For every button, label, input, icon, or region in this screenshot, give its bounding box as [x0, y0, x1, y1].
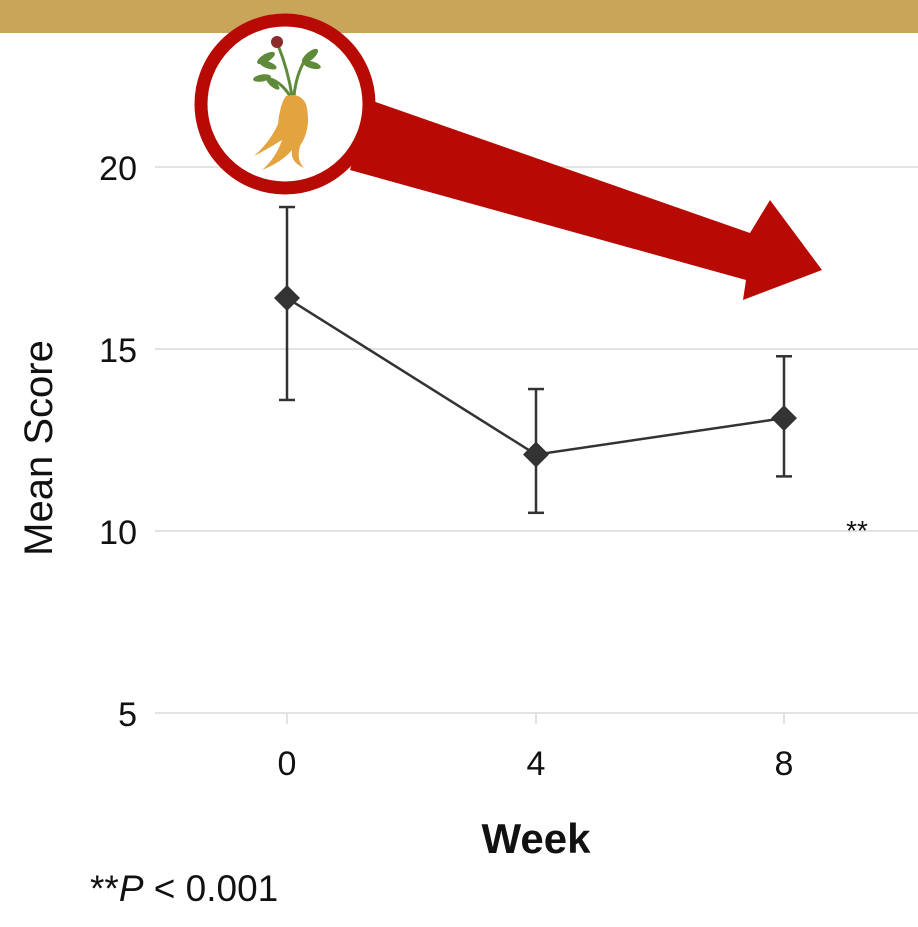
x-tick-label: 8: [775, 745, 794, 783]
footnote: **P < 0.001: [90, 868, 278, 910]
y-tick-label: 20: [99, 150, 137, 188]
y-tick-label: 10: [99, 514, 137, 552]
x-tick-marks: [286, 713, 785, 724]
y-tick-labels: 5 10 15 20: [99, 150, 137, 734]
data-point-marker: [523, 441, 549, 468]
downward-trend-arrow-icon: [350, 100, 822, 300]
ginseng-root-icon: [194, 13, 376, 195]
footnote-text: < 0.001: [143, 868, 279, 909]
top-color-bar: [0, 0, 918, 33]
footnote-p: P: [118, 868, 144, 909]
x-tick-label: 0: [278, 745, 297, 783]
significance-annotation: **: [846, 515, 868, 546]
data-point-marker: [274, 285, 300, 312]
y-tick-label: 5: [118, 696, 137, 734]
data-markers: [274, 285, 797, 468]
data-point-marker: [771, 405, 797, 432]
footnote-stars: **: [90, 868, 119, 909]
x-axis-label: Week: [482, 815, 592, 862]
x-tick-labels: 0 4 8: [278, 745, 794, 783]
y-tick-label: 15: [99, 332, 137, 370]
y-axis-label: Mean Score: [17, 340, 61, 556]
x-tick-label: 4: [527, 745, 546, 783]
ginseng-illustration: [253, 36, 321, 170]
